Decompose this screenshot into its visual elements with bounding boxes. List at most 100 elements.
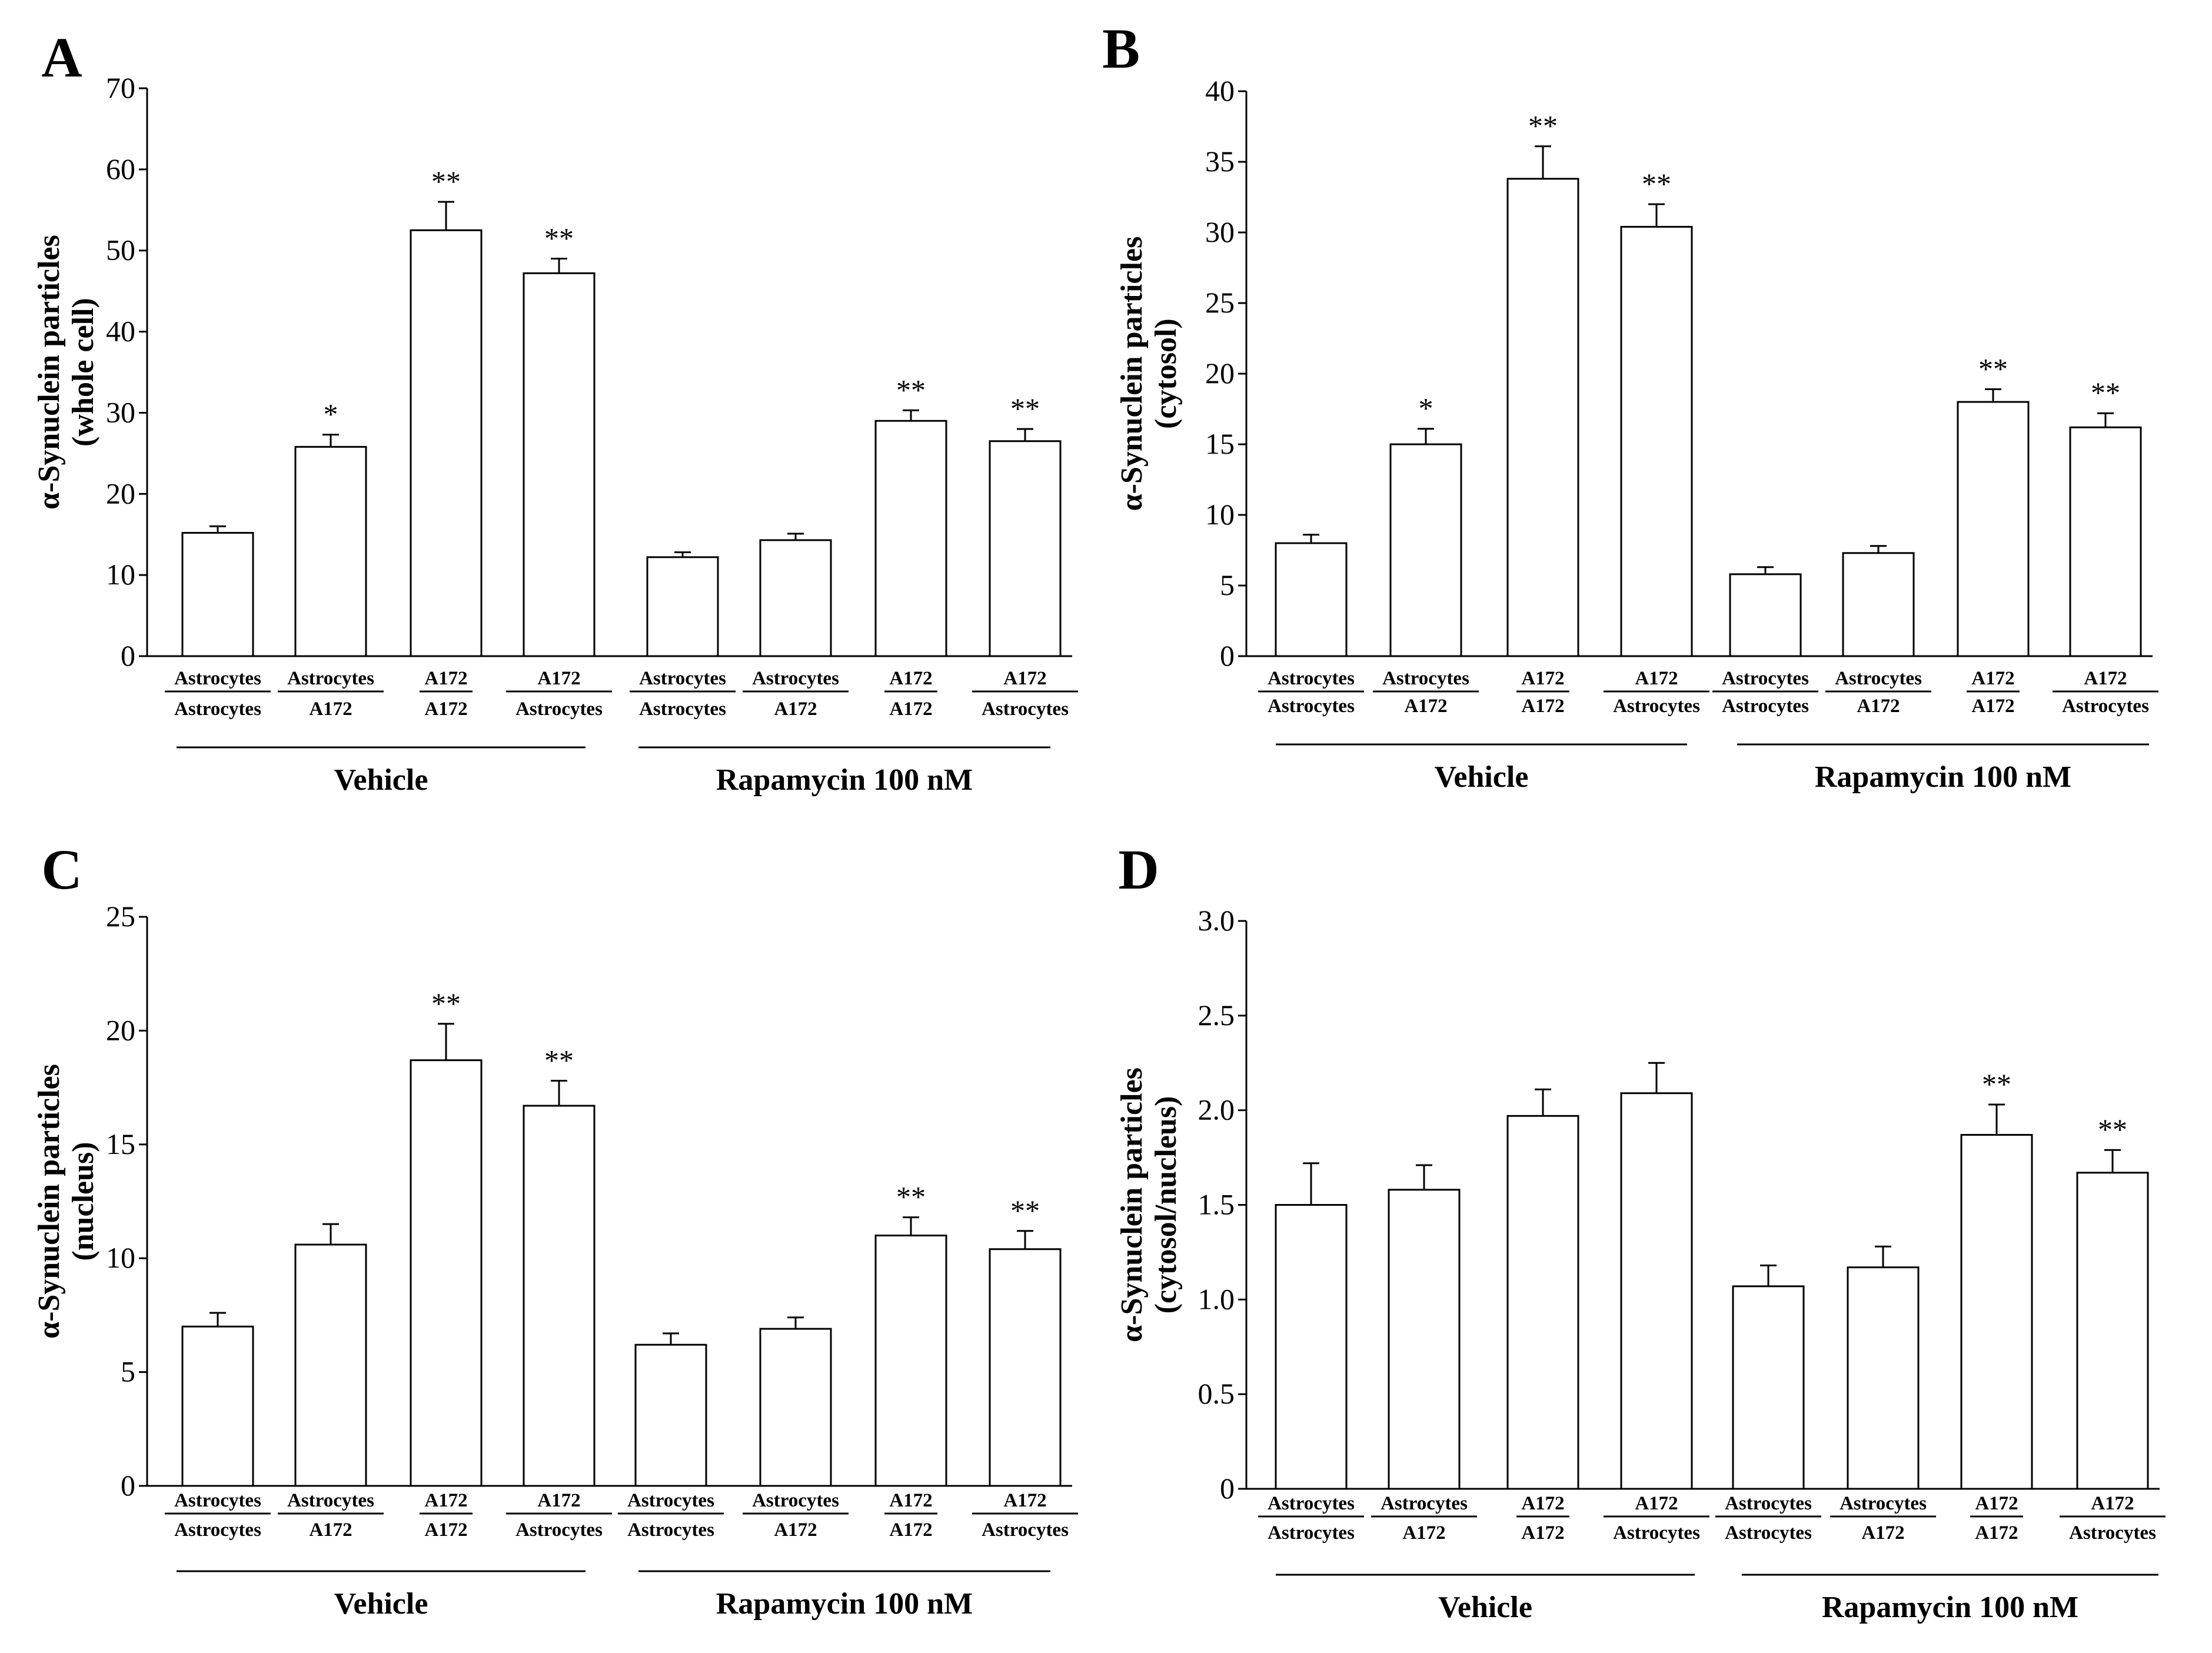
- bar: [410, 1059, 483, 1487]
- y-tick-label: 15: [1205, 427, 1235, 460]
- panel-letter: B: [1102, 17, 1140, 80]
- y-tick-label: 20: [106, 1013, 135, 1046]
- bar: [634, 1343, 707, 1487]
- condition-label-top: Astrocytes: [287, 668, 374, 689]
- y-tick-label: 40: [1205, 74, 1235, 107]
- group-label: Vehicle: [334, 1587, 428, 1621]
- y-tick-label: 2.5: [1198, 999, 1235, 1032]
- chart-panel-a: A 0 10 20 30 40 50 60 70 α-Synuclein particles(wh…: [32, 26, 1078, 797]
- condition-label-bottom: Astrocytes: [515, 699, 603, 720]
- y-tick-label: 0: [121, 639, 135, 672]
- condition-label-top: A172: [537, 668, 580, 689]
- condition-label-top: Astrocytes: [174, 668, 261, 689]
- condition-label-top: Astrocytes: [1840, 1493, 1927, 1514]
- y-tick-label: 1.0: [1198, 1282, 1235, 1315]
- bar: [181, 1325, 254, 1487]
- condition-label-top: Astrocytes: [639, 668, 726, 689]
- y-tick-label: 25: [1205, 286, 1235, 319]
- bar: [989, 440, 1062, 657]
- y-tick-label: 1.5: [1198, 1188, 1235, 1221]
- condition-label-top: A172: [537, 1490, 580, 1511]
- condition-label-bottom: Astrocytes: [982, 1519, 1069, 1541]
- condition-label-bottom: Astrocytes: [174, 1519, 261, 1541]
- condition-label-bottom: Astrocytes: [2069, 1522, 2156, 1544]
- y-axis-label-line: (nucleus): [66, 1142, 100, 1260]
- y-axis-label-line: (cytosol): [1149, 318, 1183, 429]
- y-tick-label: 25: [106, 900, 135, 933]
- group-label: Rapamycin 100 nM: [1815, 760, 2071, 794]
- y-tick-label: 15: [106, 1128, 135, 1160]
- y-axis-label-line: α-Synuclein particles: [1115, 1067, 1149, 1342]
- y-tick-label: 0: [1220, 1472, 1235, 1505]
- bar: [1275, 1204, 1348, 1490]
- y-axis-label: α-Synuclein particles(whole cell): [32, 235, 100, 510]
- bar: [1620, 1092, 1693, 1490]
- condition-label-bottom: A172: [1975, 1522, 2018, 1544]
- condition-label-top: A172: [2084, 668, 2127, 689]
- condition-label-bottom: Astrocytes: [1268, 1522, 1355, 1544]
- bar: [1847, 1266, 1920, 1490]
- significance-marker: **: [431, 987, 461, 1020]
- condition-label-top: Astrocytes: [1268, 668, 1355, 689]
- bar: [2076, 1172, 2149, 1490]
- significance-marker: **: [1010, 1194, 1040, 1227]
- y-tick-label: 70: [106, 71, 135, 104]
- y-axis-label: α-Synuclein particles(cytosol/nucleus): [1115, 1067, 1183, 1342]
- significance-marker: **: [544, 222, 574, 255]
- significance-marker: **: [431, 165, 461, 198]
- condition-label-bottom: A172: [1971, 696, 2014, 717]
- bar: [523, 1105, 596, 1487]
- condition-label-top: A172: [1971, 668, 2014, 689]
- bar: [1506, 178, 1579, 657]
- significance-marker: **: [1642, 167, 1671, 200]
- bar: [181, 531, 254, 657]
- condition-label-bottom: A172: [1521, 696, 1564, 717]
- condition-label-bottom: Astrocytes: [1613, 696, 1700, 717]
- chart-panel-b: B 0 5 10 15 20 25 30 35 40 α-Synuclein particles(c…: [1102, 17, 2158, 794]
- condition-label-top: A172: [424, 668, 467, 689]
- significance-marker: **: [1010, 392, 1040, 425]
- y-tick-label: 20: [1205, 357, 1235, 390]
- bar: [294, 445, 367, 657]
- bar: [1957, 401, 2030, 657]
- bar: [1620, 225, 1693, 657]
- condition-label-bottom: Astrocytes: [2062, 696, 2149, 717]
- condition-label-top: Astrocytes: [174, 1490, 261, 1511]
- y-tick-label: 10: [1205, 498, 1235, 531]
- y-axis-label-line: α-Synuclein particles: [1115, 237, 1149, 511]
- condition-label-bottom: A172: [424, 1519, 467, 1541]
- condition-label-bottom: A172: [889, 1519, 932, 1541]
- bar: [1389, 443, 1462, 657]
- bar: [1732, 1285, 1805, 1490]
- group-label: Rapamycin 100 nM: [716, 1587, 973, 1621]
- y-tick-label: 30: [106, 395, 135, 428]
- bar: [759, 539, 832, 657]
- chart-panel-c: C 0 5 10 15 20 25 α-Synuclein particles(nucleus…: [32, 838, 1078, 1621]
- bar: [1275, 542, 1348, 657]
- bar: [523, 272, 596, 657]
- chart-panel-d: D 0 0.5 1.0 1.5 2.0 2.5 3.0 α-Synuclein particle…: [1115, 838, 2166, 1624]
- condition-label-top: A172: [2091, 1493, 2134, 1514]
- condition-label-bottom: A172: [774, 699, 817, 720]
- condition-label-bottom: Astrocytes: [639, 699, 726, 720]
- y-tick-label: 35: [1205, 145, 1235, 178]
- significance-marker: **: [1978, 352, 2008, 385]
- group-label: Rapamycin 100 nM: [1822, 1591, 2078, 1624]
- condition-label-top: A172: [1521, 1493, 1564, 1514]
- bar: [1729, 573, 1802, 657]
- condition-label-bottom: Astrocytes: [1722, 696, 1809, 717]
- condition-label-top: A172: [1521, 668, 1564, 689]
- condition-label-bottom: Astrocytes: [982, 699, 1069, 720]
- condition-label-bottom: A172: [1861, 1522, 1904, 1544]
- y-tick-label: 60: [106, 152, 135, 185]
- bar: [410, 229, 483, 657]
- condition-label-bottom: Astrocytes: [174, 699, 261, 720]
- significance-marker: **: [1982, 1067, 2011, 1100]
- condition-label-top: A172: [1003, 1490, 1046, 1511]
- condition-label-bottom: A172: [889, 699, 932, 720]
- condition-label-bottom: A172: [309, 1519, 352, 1541]
- y-axis-label: α-Synuclein particles(cytosol): [1115, 237, 1183, 511]
- condition-label-top: Astrocytes: [1381, 1493, 1468, 1514]
- group-label: Vehicle: [1435, 760, 1529, 794]
